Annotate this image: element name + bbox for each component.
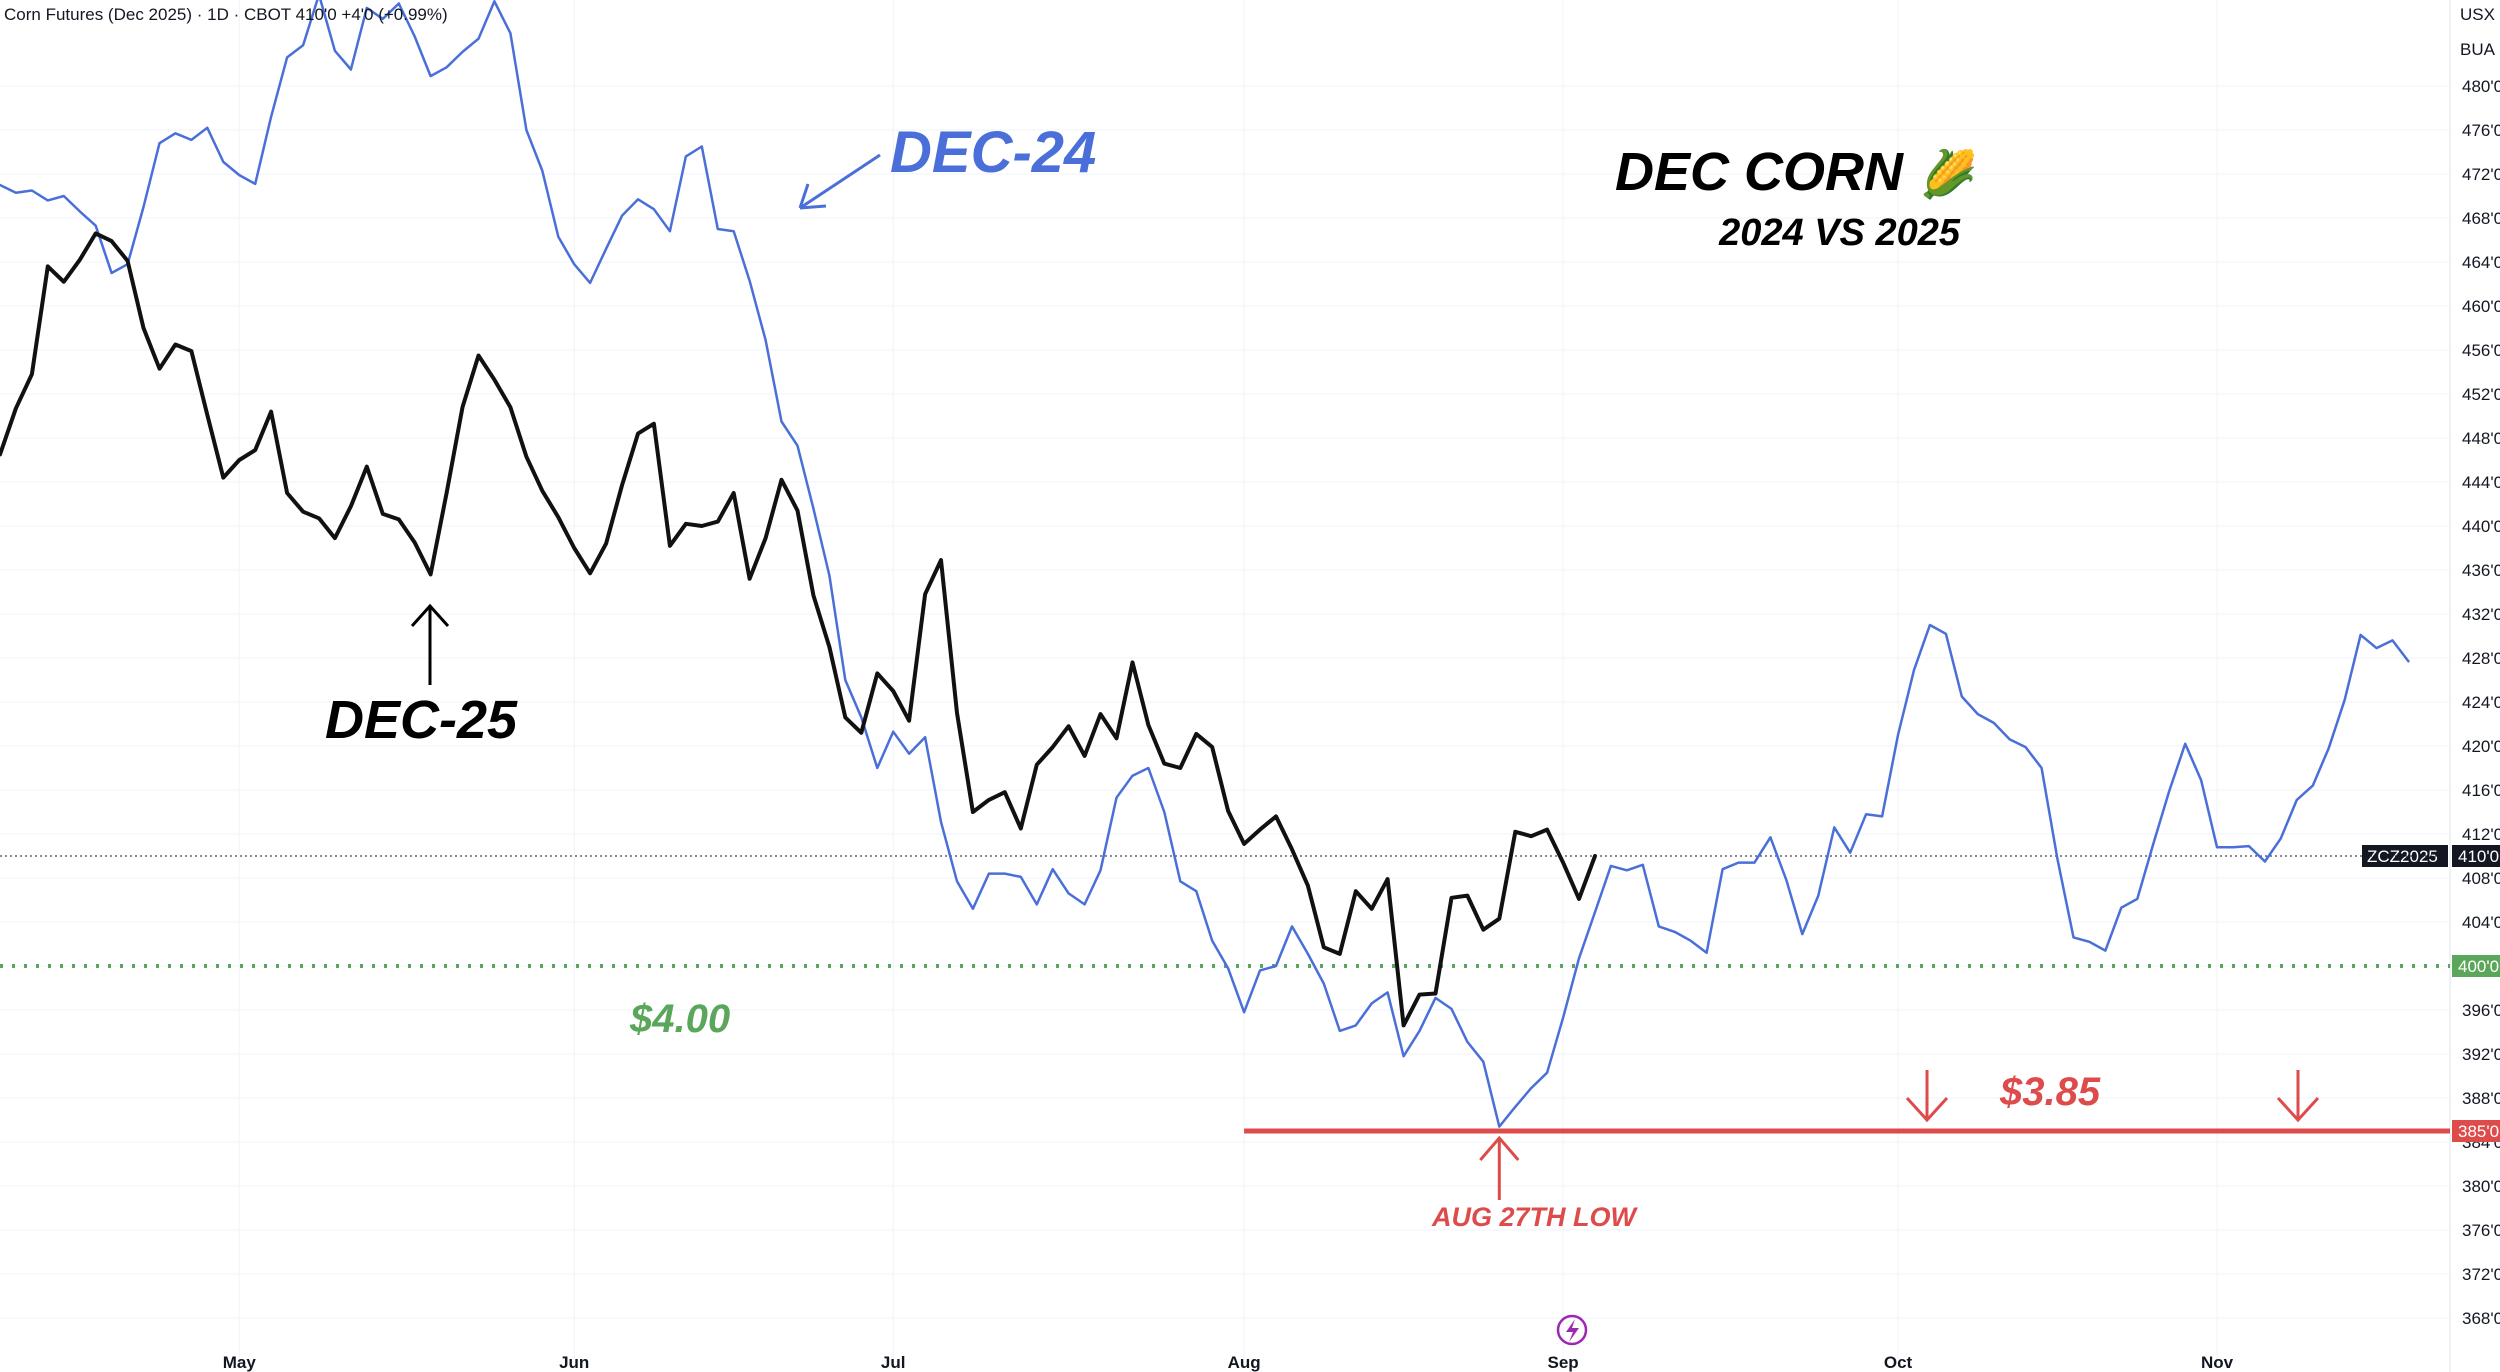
low-arrowhead — [1479, 1135, 1520, 1161]
series-line-dec-25 — [0, 231, 1597, 1028]
y-tick-label: 404'0 — [2462, 913, 2500, 932]
y-tick-label: 456'0 — [2462, 341, 2500, 360]
y-tick-label: 460'0 — [2462, 297, 2500, 316]
x-tick-label: May — [223, 1353, 257, 1372]
chart-title: DEC CORN — [1615, 142, 1904, 202]
price-badge-410 — [2452, 845, 2500, 867]
y-tick-label: 424'0 — [2462, 693, 2500, 712]
y-tick-label: 476'0 — [2462, 121, 2500, 140]
corn-icon: 🌽 — [1920, 146, 1977, 201]
price-label-400: $4.00 — [629, 997, 730, 1041]
x-tick-label: Aug — [1228, 1353, 1261, 1372]
y-tick-label: 372'0 — [2462, 1265, 2500, 1284]
x-tick-label: Nov — [2201, 1353, 2234, 1372]
series-lines — [0, 0, 2410, 1128]
y-tick-label: 444'0 — [2462, 473, 2500, 492]
price-badge-385 — [2452, 1120, 2500, 1142]
y-tick-label: 428'0 — [2462, 649, 2500, 668]
annotations: $4.00 $3.85 — [410, 153, 2320, 1200]
series-line-dec-24 — [0, 0, 2410, 1128]
price-badge-text: 410'0 — [2458, 847, 2499, 866]
x-tick-label: Oct — [1884, 1353, 1913, 1372]
dec24-label: DEC-24 — [890, 120, 1096, 185]
currency-label: USX — [2460, 5, 2495, 24]
y-tick-label: 420'0 — [2462, 737, 2500, 756]
time-axis[interactable]: May Jun Jul Aug Sep Oct Nov — [223, 1353, 2234, 1372]
y-tick-label: 464'0 — [2462, 253, 2500, 272]
y-tick-label: 396'0 — [2462, 1001, 2500, 1020]
y-tick-label: 432'0 — [2462, 605, 2500, 624]
y-tick-label: 452'0 — [2462, 385, 2500, 404]
y-tick-label: 472'0 — [2462, 165, 2500, 184]
dec25-arrowhead — [410, 603, 450, 628]
y-tick-label: 376'0 — [2462, 1221, 2500, 1240]
low-label: AUG 27TH LOW — [1431, 1202, 1639, 1232]
y-tick-label: 408'0 — [2462, 869, 2500, 888]
y-tick-label: 412'0 — [2462, 825, 2500, 844]
x-tick-label: Jun — [559, 1353, 589, 1372]
price-badge-text: 385'0 — [2458, 1122, 2499, 1141]
y-tick-label: 388'0 — [2462, 1089, 2500, 1108]
price-badge-400 — [2452, 955, 2500, 977]
price-badge-text: 400'0 — [2458, 957, 2499, 976]
chart-subtitle: 2024 VS 2025 — [1718, 212, 1961, 254]
symbol-tag-text: ZCZ2025 — [2367, 847, 2438, 866]
down-arrowhead-1 — [1905, 1096, 1949, 1123]
y-tick-label: 368'0 — [2462, 1309, 2500, 1328]
dec24-arrowhead — [798, 183, 827, 210]
x-tick-label: Jul — [881, 1353, 906, 1372]
y-tick-label: 448'0 — [2462, 429, 2500, 448]
symbol-header: Corn Futures (Dec 2025) · 1D · CBOT 410'… — [4, 5, 448, 24]
dec25-label: DEC-25 — [325, 690, 518, 750]
dec24-arrow — [799, 153, 881, 210]
y-tick-label: 468'0 — [2462, 209, 2500, 228]
reference-lines — [0, 855, 2450, 1134]
y-tick-label: 480'0 — [2462, 77, 2500, 96]
y-tick-label: 416'0 — [2462, 781, 2500, 800]
unit-label: BUA — [2460, 40, 2496, 59]
down-arrowhead-2 — [2276, 1096, 2320, 1123]
y-tick-label: 436'0 — [2462, 561, 2500, 580]
price-axis[interactable]: 480'0 476'0 472'0 468'0 464'0 460'0 456'0 452'0… — [2362, 77, 2500, 1328]
y-tick-label: 440'0 — [2462, 517, 2500, 536]
bolt-icon[interactable] — [1556, 1314, 1588, 1346]
y-tick-label: 380'0 — [2462, 1177, 2500, 1196]
x-tick-label: Sep — [1548, 1353, 1579, 1372]
y-tick-label: 392'0 — [2462, 1045, 2500, 1064]
price-label-385: $3.85 — [1999, 1070, 2101, 1114]
